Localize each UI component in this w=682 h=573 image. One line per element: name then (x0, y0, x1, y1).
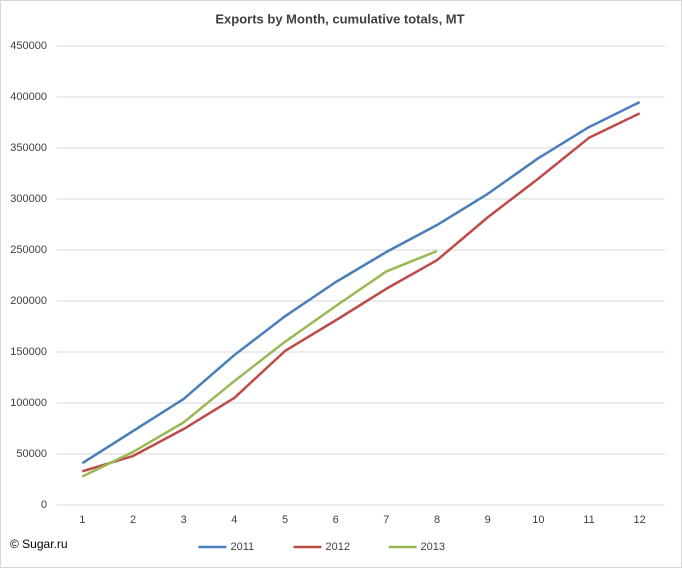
y-tick-label: 400000 (10, 91, 47, 103)
y-tick-label: 250000 (10, 244, 47, 256)
x-tick-label: 11 (583, 514, 594, 526)
x-tick-label: 8 (434, 514, 440, 526)
y-tick-label: 200000 (10, 295, 47, 307)
annotation: © Sugar.ru (10, 537, 68, 551)
x-tick-label: 1 (79, 514, 85, 526)
x-tick-label: 5 (282, 514, 288, 526)
y-tick-label: 100000 (10, 397, 47, 409)
x-tick-label: 12 (634, 514, 646, 526)
y-tick-label: 300000 (10, 193, 47, 205)
x-tick-label: 2 (130, 514, 136, 526)
y-tick-label: 50000 (16, 448, 47, 460)
x-tick-label: 9 (485, 514, 491, 526)
series-line (81, 249, 438, 478)
x-tick-label: 3 (181, 514, 187, 526)
y-tick-label: 0 (41, 499, 47, 511)
y-tick-label: 350000 (10, 142, 47, 154)
series-line (81, 112, 641, 473)
y-tick-label: 450000 (10, 40, 47, 52)
y-tick-label: 150000 (10, 346, 47, 358)
series-line (81, 100, 641, 465)
chart-title: Exports by Month, cumulative totals, MT (215, 11, 464, 26)
x-tick-label: 6 (333, 514, 339, 526)
x-tick-label: 10 (532, 514, 544, 526)
x-tick-label: 7 (383, 514, 389, 526)
legend-label: 2013 (421, 541, 445, 553)
legend-label: 2011 (231, 541, 255, 553)
legend-label: 2012 (326, 541, 350, 553)
x-tick-label: 4 (231, 514, 237, 526)
